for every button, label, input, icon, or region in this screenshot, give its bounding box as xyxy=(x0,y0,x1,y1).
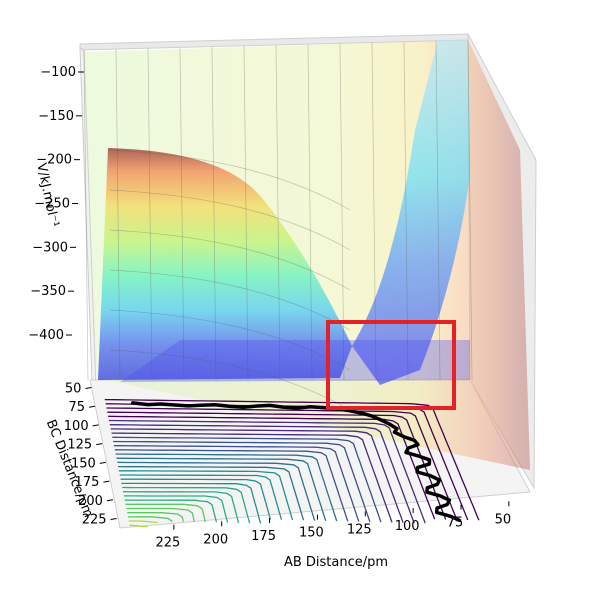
contour-line xyxy=(129,524,148,528)
mesh-line xyxy=(83,49,89,381)
y-tick-mark xyxy=(110,518,117,521)
mesh-line xyxy=(115,49,121,381)
z-tick-label: −150 xyxy=(38,109,74,124)
contour-line xyxy=(117,461,316,521)
contour-line xyxy=(106,407,458,520)
x-axis-label: AB Distance/pm xyxy=(284,555,388,570)
highlight-box xyxy=(326,320,456,410)
contour-line xyxy=(107,411,447,520)
contour-line xyxy=(104,398,480,521)
contour-line xyxy=(113,440,371,523)
surface-sheets xyxy=(84,40,530,470)
y-tick-mark xyxy=(106,499,114,502)
z-tick-label: −300 xyxy=(32,240,68,255)
contour-line xyxy=(125,503,207,523)
contour-line xyxy=(127,516,173,522)
contour-line xyxy=(120,478,272,520)
mesh-line xyxy=(467,40,473,381)
contour-line xyxy=(109,424,415,524)
mesh-line xyxy=(109,309,351,371)
x-tick-label: 75 xyxy=(447,516,464,531)
z-tick-label: −100 xyxy=(40,65,76,80)
contour-line xyxy=(112,436,382,523)
product-channel-surface xyxy=(352,40,470,385)
mesh-line xyxy=(243,45,249,381)
contour-line xyxy=(127,512,185,522)
contour-line xyxy=(111,432,393,523)
contour-line xyxy=(118,470,294,521)
y-tick-mark xyxy=(99,461,106,464)
y-tick-label: 50 xyxy=(65,381,82,396)
y-tick-label: 125 xyxy=(67,438,92,453)
y-tick-mark xyxy=(92,424,99,427)
y-tick-label: 100 xyxy=(64,419,89,434)
mesh-line xyxy=(109,149,351,211)
contour-line xyxy=(115,453,338,522)
y-tick-label: 150 xyxy=(71,456,96,471)
contour-line xyxy=(121,482,262,524)
mesh-line xyxy=(147,48,153,381)
y-tick-mark xyxy=(96,443,103,446)
y-tick-mark xyxy=(85,386,92,389)
mesh-line xyxy=(109,189,351,251)
mesh-line xyxy=(179,47,185,381)
y-tick-label: 175 xyxy=(75,475,100,490)
y-tick-label: 225 xyxy=(82,513,107,528)
y-tick-mark xyxy=(103,480,110,483)
contour-line xyxy=(128,520,158,524)
mesh-line xyxy=(109,349,351,411)
x-tick-label: 50 xyxy=(495,512,512,527)
contour-line xyxy=(114,449,349,522)
x-axis: 225 200 175 150 125 100 75 50 xyxy=(155,501,512,551)
mesh-line xyxy=(275,45,281,381)
z-axis-label: V/kJ.mol⁻¹ xyxy=(33,162,61,229)
z-tick-label: −250 xyxy=(34,197,70,212)
mesh-line xyxy=(109,229,351,291)
mesh-line xyxy=(211,46,217,381)
y-tick-label: 200 xyxy=(78,494,103,509)
y-axis: 50 75 100 125 150 175 200 225 xyxy=(64,381,117,528)
z-tick-label: −400 xyxy=(28,328,64,343)
y-tick-mark xyxy=(88,405,96,408)
contour-line xyxy=(116,457,327,521)
z-axis: −100 −150 −200 −250 −300 −350 −400 xyxy=(28,65,84,343)
z-tick-label: −200 xyxy=(36,153,72,168)
channel-floor xyxy=(120,340,470,382)
x-tick-label: 200 xyxy=(203,532,228,547)
mesh-line xyxy=(109,269,351,331)
contour-line xyxy=(119,474,283,520)
x-tick-label: 225 xyxy=(155,536,180,551)
contour-line xyxy=(113,445,360,522)
contour-line xyxy=(122,491,240,524)
contour-line xyxy=(118,465,305,521)
mesh-line xyxy=(307,44,313,381)
y-tick-label: 75 xyxy=(68,400,85,415)
contour-line xyxy=(110,428,404,523)
contour-line xyxy=(122,486,251,524)
contour-line xyxy=(124,499,218,523)
x-tick-label: 150 xyxy=(299,526,324,541)
z-tick-label: −350 xyxy=(30,284,66,299)
contour-line xyxy=(123,495,229,523)
contour-line xyxy=(108,419,426,524)
contour-line xyxy=(126,507,196,522)
reactant-basin-surface xyxy=(98,148,352,380)
x-tick-label: 100 xyxy=(395,519,420,534)
trajectory-line xyxy=(131,401,462,523)
x-tick-label: 175 xyxy=(251,529,276,544)
x-tick-label: 125 xyxy=(347,522,372,537)
